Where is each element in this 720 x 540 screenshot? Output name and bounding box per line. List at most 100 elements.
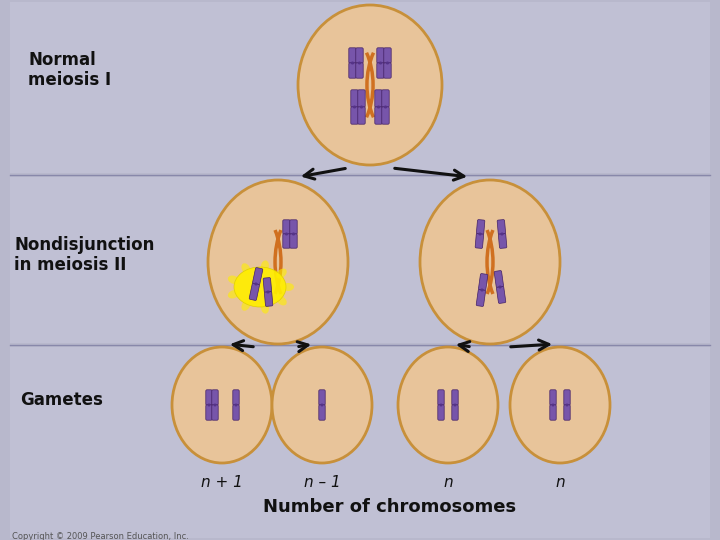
- Text: Nondisjunction
in meiosis II: Nondisjunction in meiosis II: [14, 235, 154, 274]
- FancyBboxPatch shape: [233, 390, 239, 405]
- FancyBboxPatch shape: [283, 220, 290, 234]
- FancyBboxPatch shape: [377, 63, 384, 78]
- Ellipse shape: [241, 263, 251, 274]
- Ellipse shape: [276, 268, 287, 279]
- FancyBboxPatch shape: [564, 405, 570, 420]
- Ellipse shape: [351, 62, 354, 64]
- Ellipse shape: [498, 286, 502, 288]
- FancyBboxPatch shape: [438, 390, 444, 405]
- Ellipse shape: [566, 403, 568, 407]
- Ellipse shape: [214, 403, 217, 407]
- Ellipse shape: [228, 290, 240, 299]
- Text: Normal
meiosis I: Normal meiosis I: [28, 51, 111, 90]
- FancyBboxPatch shape: [550, 390, 557, 405]
- Ellipse shape: [552, 403, 554, 407]
- Ellipse shape: [420, 180, 560, 344]
- FancyBboxPatch shape: [477, 220, 485, 234]
- Ellipse shape: [454, 403, 456, 407]
- FancyBboxPatch shape: [249, 284, 259, 300]
- Ellipse shape: [284, 233, 288, 235]
- FancyBboxPatch shape: [550, 405, 557, 420]
- FancyBboxPatch shape: [212, 390, 218, 405]
- FancyBboxPatch shape: [351, 90, 359, 107]
- Text: Copyright © 2009 Pearson Education, Inc.: Copyright © 2009 Pearson Education, Inc.: [12, 532, 189, 540]
- Ellipse shape: [234, 267, 286, 307]
- Ellipse shape: [398, 347, 498, 463]
- Text: n + 1: n + 1: [201, 475, 243, 490]
- FancyBboxPatch shape: [283, 234, 290, 248]
- FancyBboxPatch shape: [264, 278, 271, 293]
- FancyBboxPatch shape: [476, 289, 485, 306]
- Ellipse shape: [292, 233, 295, 235]
- Ellipse shape: [510, 347, 610, 463]
- FancyBboxPatch shape: [382, 107, 390, 124]
- Ellipse shape: [261, 260, 269, 272]
- FancyBboxPatch shape: [384, 48, 391, 63]
- Ellipse shape: [241, 300, 251, 310]
- Ellipse shape: [254, 282, 258, 286]
- FancyBboxPatch shape: [319, 405, 325, 420]
- Ellipse shape: [478, 233, 482, 235]
- FancyBboxPatch shape: [358, 107, 365, 124]
- Ellipse shape: [272, 347, 372, 463]
- Ellipse shape: [379, 62, 382, 64]
- Ellipse shape: [228, 275, 240, 284]
- Ellipse shape: [500, 233, 504, 235]
- Text: n – 1: n – 1: [304, 475, 341, 490]
- Ellipse shape: [208, 180, 348, 344]
- Ellipse shape: [276, 295, 287, 306]
- FancyBboxPatch shape: [494, 271, 503, 288]
- FancyBboxPatch shape: [452, 405, 458, 420]
- Bar: [10, 2, 710, 173]
- Ellipse shape: [384, 105, 387, 109]
- FancyBboxPatch shape: [348, 48, 356, 63]
- Ellipse shape: [172, 347, 272, 463]
- FancyBboxPatch shape: [264, 292, 273, 306]
- Ellipse shape: [358, 62, 361, 64]
- FancyBboxPatch shape: [384, 63, 391, 78]
- FancyBboxPatch shape: [356, 63, 363, 78]
- FancyBboxPatch shape: [564, 390, 570, 405]
- Ellipse shape: [235, 403, 238, 407]
- FancyBboxPatch shape: [289, 234, 297, 248]
- Text: Gametes: Gametes: [20, 391, 103, 409]
- Ellipse shape: [440, 403, 442, 407]
- Ellipse shape: [386, 62, 390, 64]
- FancyBboxPatch shape: [375, 90, 382, 107]
- FancyBboxPatch shape: [498, 234, 507, 248]
- Ellipse shape: [320, 403, 323, 407]
- Text: Number of chromosomes: Number of chromosomes: [264, 498, 516, 516]
- Ellipse shape: [377, 105, 380, 109]
- Text: n: n: [555, 475, 564, 490]
- FancyBboxPatch shape: [479, 274, 487, 291]
- FancyBboxPatch shape: [377, 48, 384, 63]
- Bar: [10, 347, 710, 538]
- Ellipse shape: [298, 5, 442, 165]
- Ellipse shape: [266, 291, 270, 294]
- Bar: [10, 177, 710, 343]
- FancyBboxPatch shape: [358, 90, 365, 107]
- FancyBboxPatch shape: [497, 286, 505, 303]
- FancyBboxPatch shape: [375, 107, 382, 124]
- FancyBboxPatch shape: [452, 390, 458, 405]
- FancyBboxPatch shape: [498, 220, 505, 234]
- Ellipse shape: [207, 403, 210, 407]
- FancyBboxPatch shape: [233, 405, 239, 420]
- Text: n: n: [444, 475, 453, 490]
- Ellipse shape: [282, 283, 294, 291]
- FancyBboxPatch shape: [319, 390, 325, 405]
- FancyBboxPatch shape: [253, 268, 263, 285]
- FancyBboxPatch shape: [206, 390, 212, 405]
- FancyBboxPatch shape: [382, 90, 390, 107]
- FancyBboxPatch shape: [212, 405, 218, 420]
- FancyBboxPatch shape: [356, 48, 363, 63]
- Ellipse shape: [360, 105, 364, 109]
- FancyBboxPatch shape: [206, 405, 212, 420]
- Ellipse shape: [353, 105, 356, 109]
- Ellipse shape: [480, 288, 484, 292]
- FancyBboxPatch shape: [289, 220, 297, 234]
- Ellipse shape: [261, 302, 269, 314]
- FancyBboxPatch shape: [348, 63, 356, 78]
- FancyBboxPatch shape: [351, 107, 359, 124]
- FancyBboxPatch shape: [438, 405, 444, 420]
